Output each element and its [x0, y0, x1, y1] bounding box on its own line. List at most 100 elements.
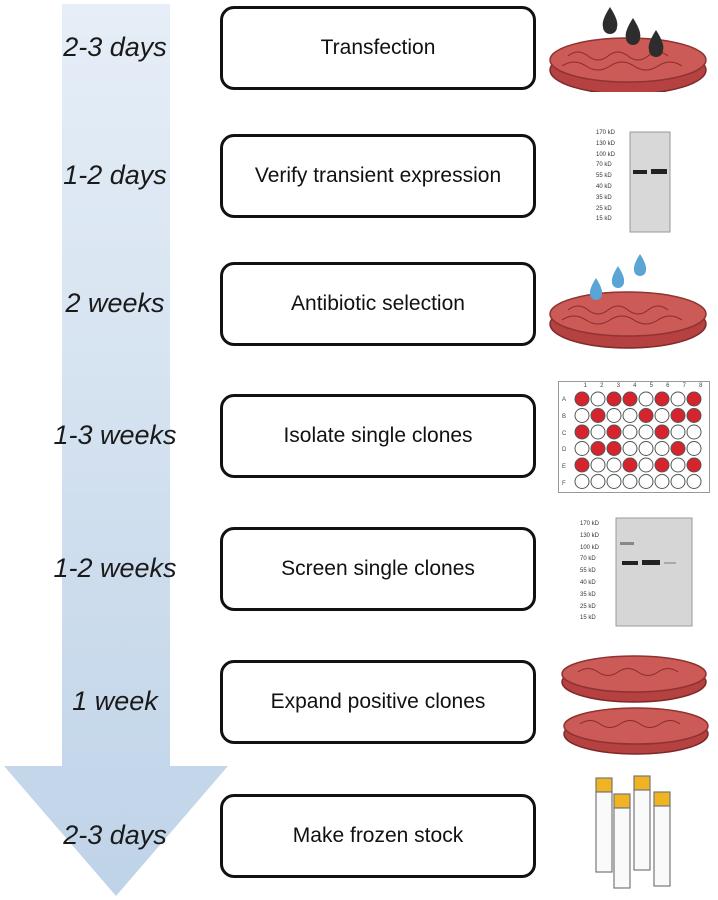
step-isolate-clones-box: Isolate single clones — [220, 394, 536, 478]
well — [686, 391, 702, 407]
plate-col-label: 1 — [583, 383, 587, 389]
well — [670, 391, 686, 407]
step-frozen-stock-box: Make frozen stock — [220, 794, 536, 878]
two-petri-dishes-icon — [561, 655, 709, 755]
well — [606, 424, 622, 440]
step-label: Isolate single clones — [283, 424, 473, 447]
well — [670, 457, 686, 473]
well — [654, 391, 670, 407]
well — [606, 391, 622, 407]
plate-col-label: 3 — [616, 383, 620, 389]
well — [574, 408, 590, 423]
well — [670, 474, 686, 489]
well — [606, 408, 622, 423]
well — [638, 457, 654, 473]
well — [654, 441, 670, 456]
step-antibiotic-selection-box: Antibiotic selection — [220, 262, 536, 346]
plate-row-label: D — [562, 447, 567, 454]
step-label: Expand positive clones — [270, 690, 486, 713]
step-label: Make frozen stock — [292, 824, 464, 847]
well — [622, 391, 638, 407]
step-label: Screen single clones — [281, 557, 475, 580]
well — [590, 408, 606, 423]
petri-dish-with-blue-drops-icon — [549, 254, 707, 349]
well — [638, 474, 654, 489]
well — [622, 441, 638, 456]
well — [670, 408, 686, 423]
step-expand-clones-box: Expand positive clones — [220, 660, 536, 744]
well — [638, 441, 654, 456]
ladder-label: 130 kD — [596, 140, 616, 147]
western-blot-icon: 170 kD 130 kD 100 kD 70 kD 55 kD 40 kD 3… — [580, 516, 695, 628]
well — [686, 408, 702, 423]
well — [590, 457, 606, 473]
well — [590, 424, 606, 440]
ladder-label: 55 kD — [596, 173, 612, 180]
duration-step-7: 2-3 days — [63, 820, 167, 850]
plate-row-label: E — [562, 463, 567, 470]
duration-step-4: 1-3 weeks — [53, 420, 177, 450]
well-plate-icon: 1 2 3 4 5 6 7 8 A B C D E F — [558, 381, 710, 493]
well — [606, 441, 622, 456]
duration-step-2: 1-2 days — [63, 160, 167, 190]
ladder-label: 170 kD — [580, 521, 600, 527]
plate-col-label: 2 — [600, 383, 604, 389]
ladder-label: 100 kD — [580, 544, 600, 551]
well — [686, 457, 702, 473]
plate-col-label: 8 — [699, 383, 703, 389]
duration-step-5: 1-2 weeks — [53, 553, 177, 583]
well — [590, 474, 606, 489]
well — [654, 408, 670, 423]
ladder-label: 70 kD — [596, 162, 612, 169]
step-label: Verify transient expression — [254, 164, 502, 187]
cryo-vials-icon — [595, 775, 671, 889]
well — [686, 424, 702, 440]
well — [574, 457, 590, 473]
ladder-label: 100 kD — [596, 151, 616, 158]
well — [574, 424, 590, 440]
well — [686, 441, 702, 456]
plate-col-label: 6 — [666, 383, 670, 389]
step-label: Transfection — [320, 36, 436, 59]
well — [574, 474, 590, 489]
well — [606, 474, 622, 489]
plate-col-label: 7 — [682, 383, 686, 389]
plate-col-label: 5 — [649, 383, 653, 389]
step-label: Antibiotic selection — [291, 292, 465, 315]
ladder-label: 25 kD — [580, 603, 596, 610]
ladder-label: 35 kD — [596, 194, 612, 201]
ladder-label: 25 kD — [596, 205, 612, 212]
plate-row-label: F — [562, 480, 566, 487]
well — [606, 457, 622, 473]
well — [638, 408, 654, 423]
well — [638, 391, 654, 407]
ladder-label: 35 kD — [580, 591, 596, 598]
ladder-label: 15 kD — [596, 216, 612, 223]
ladder-label: 70 kD — [580, 556, 596, 563]
petri-dish-with-dark-drops-icon — [549, 7, 707, 92]
well — [622, 474, 638, 489]
well — [686, 474, 702, 489]
western-blot-icon: 170 kD 130 kD 100 kD 70 kD 55 kD 40 kD 3… — [596, 128, 706, 238]
well — [574, 391, 590, 407]
duration-step-1: 2-3 days — [63, 32, 167, 62]
ladder-label: 130 kD — [580, 532, 600, 539]
step-screen-clones-box: Screen single clones — [220, 527, 536, 611]
duration-step-6: 1 week — [72, 686, 158, 716]
ladder-label: 55 kD — [580, 568, 596, 575]
plate-row-label: A — [562, 397, 567, 404]
well — [670, 441, 686, 456]
ladder-label: 170 kD — [596, 130, 616, 136]
step-transfection-box: Transfection — [220, 6, 536, 90]
step-verify-expression-box: Verify transient expression — [220, 134, 536, 218]
well — [622, 457, 638, 473]
well — [654, 457, 670, 473]
well — [654, 424, 670, 440]
well — [622, 424, 638, 440]
plate-row-label: B — [562, 413, 567, 420]
well — [574, 441, 590, 456]
well — [670, 424, 686, 440]
well — [590, 391, 606, 407]
well — [638, 424, 654, 440]
ladder-label: 40 kD — [580, 579, 596, 586]
